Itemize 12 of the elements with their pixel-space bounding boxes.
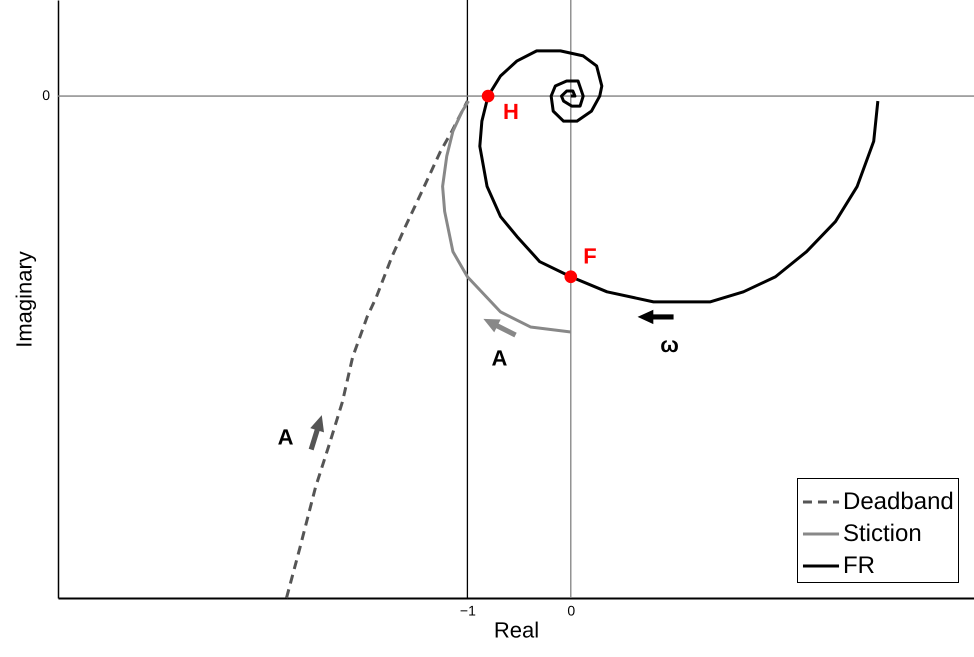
legend-label: Stiction bbox=[843, 520, 922, 547]
annotation: ω bbox=[660, 332, 679, 357]
y-axis-title: Imaginary bbox=[12, 251, 36, 348]
annotation: F bbox=[583, 244, 597, 269]
annotation: A bbox=[491, 345, 508, 370]
legend-label: Deadband bbox=[843, 488, 954, 515]
ref-line-label: 0 bbox=[42, 87, 50, 104]
annotation: H bbox=[502, 99, 519, 124]
x-axis-title: Real bbox=[494, 618, 540, 642]
x-tick-label: −1 bbox=[460, 602, 476, 618]
legend-label: FR bbox=[843, 552, 875, 579]
annotation: A bbox=[278, 424, 294, 450]
